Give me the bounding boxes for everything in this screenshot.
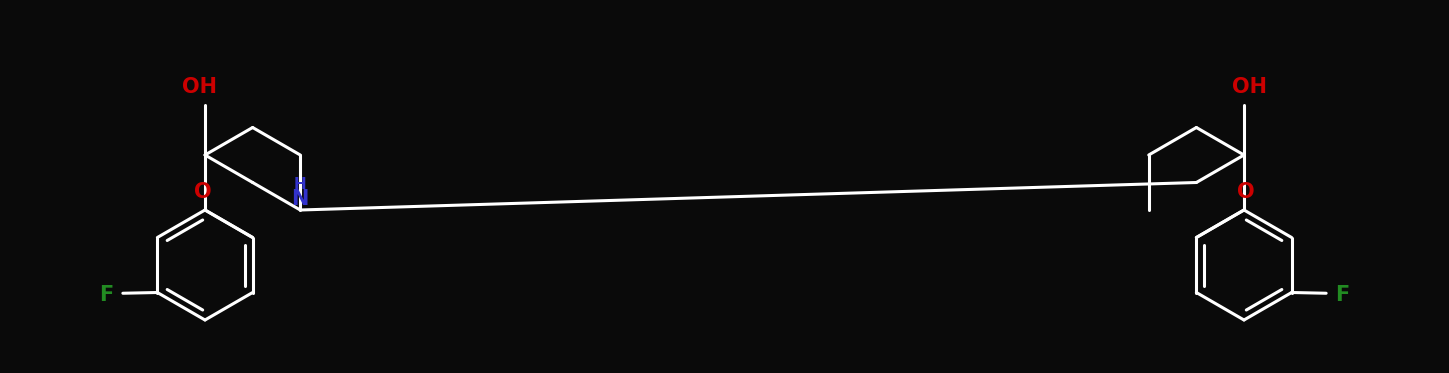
Text: N: N: [291, 189, 309, 209]
Text: O: O: [1237, 182, 1255, 202]
Text: F: F: [1335, 285, 1349, 305]
Text: OH: OH: [1232, 78, 1266, 97]
Text: OH: OH: [183, 78, 217, 97]
Text: O: O: [194, 182, 212, 202]
Text: H: H: [294, 177, 307, 192]
Text: F: F: [100, 285, 114, 305]
